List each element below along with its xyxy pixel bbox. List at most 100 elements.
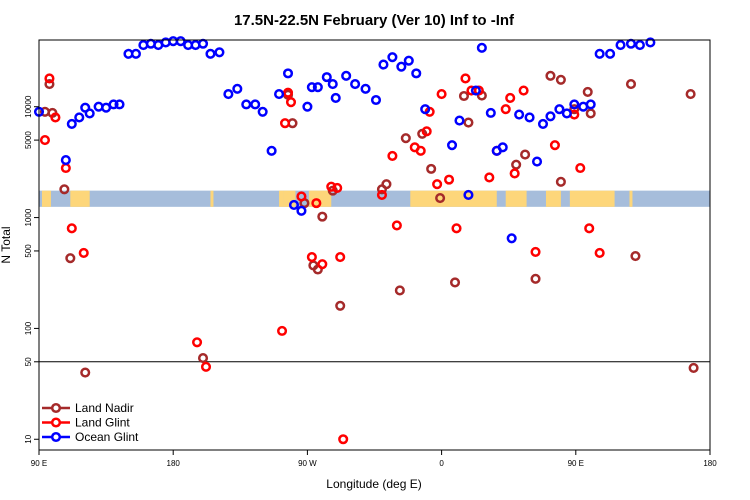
data-point (317, 211, 328, 222)
data-point (257, 106, 268, 117)
data-point (435, 193, 446, 204)
data-point (421, 126, 432, 137)
data-point (463, 117, 474, 128)
land-band-segment (210, 190, 214, 207)
data-point (335, 252, 346, 263)
data-point (327, 79, 338, 90)
x-tick-label: 180 (703, 459, 717, 468)
data-point (449, 277, 461, 288)
data-point (605, 48, 616, 59)
data-point (530, 273, 541, 284)
x-tick-label: 0 (439, 459, 444, 468)
data-point (460, 73, 471, 84)
y-tick-label: 500 (24, 244, 33, 258)
data-point (232, 83, 243, 94)
data-point (350, 79, 361, 90)
data-point (306, 252, 317, 263)
data-point (645, 37, 656, 48)
land-band-segment (70, 190, 90, 207)
land-band-segment (505, 190, 527, 207)
x-tick-label: 180 (167, 459, 181, 468)
data-point (688, 362, 699, 373)
data-point (50, 112, 61, 123)
data-point (396, 61, 407, 72)
data-point (584, 223, 595, 234)
data-point (360, 83, 371, 94)
y-tick-label: 50 (24, 357, 33, 366)
land-band-segment (279, 190, 284, 207)
data-point (66, 118, 77, 129)
data-point (376, 189, 388, 200)
data-point (426, 163, 437, 174)
data-point (74, 112, 85, 123)
land-band-segment (283, 190, 296, 207)
data-point (470, 85, 481, 96)
data-point (555, 176, 566, 187)
data-point (497, 142, 508, 153)
data-point (387, 150, 398, 161)
plot-area-frame (38, 39, 711, 451)
data-point (330, 92, 341, 104)
data-point (279, 118, 291, 129)
data-point (44, 73, 55, 84)
data-point (60, 155, 71, 166)
data-point (485, 107, 496, 118)
data-point (387, 52, 398, 63)
data-point (296, 205, 307, 216)
data-point (403, 55, 414, 66)
data-point (66, 223, 77, 234)
data-point (511, 159, 522, 170)
data-point (381, 179, 392, 190)
data-point (288, 199, 300, 210)
data-point (108, 99, 119, 110)
data-point (341, 70, 352, 81)
data-point (585, 99, 596, 110)
data-point (317, 259, 328, 270)
data-point (370, 94, 382, 106)
legend-swatch-marker (50, 417, 62, 428)
data-point (545, 111, 556, 122)
data-point (39, 135, 51, 146)
data-point (338, 434, 349, 445)
land-band-segment (569, 190, 615, 207)
data-point (451, 223, 462, 234)
data-point (476, 42, 487, 53)
data-point (531, 156, 543, 167)
legend-swatch-marker (50, 431, 62, 443)
data-point (205, 48, 216, 59)
data-point (555, 74, 566, 85)
data-point (625, 38, 637, 49)
data-point (575, 162, 586, 174)
data-point (446, 140, 458, 151)
x-tick-label: 90 E (568, 459, 584, 468)
data-point (524, 112, 535, 123)
data-point (634, 40, 645, 51)
land-band-segment (308, 190, 332, 207)
data-point (296, 191, 307, 202)
data-point (277, 325, 288, 336)
data-point (274, 89, 285, 100)
data-point (569, 99, 580, 110)
data-point (505, 92, 516, 104)
data-point (44, 79, 55, 90)
chart-title: 17.5N-22.5N February (Ver 10) Inf to -In… (234, 12, 515, 29)
data-point (391, 220, 402, 231)
data-point (378, 59, 389, 70)
data-point (537, 118, 549, 129)
land-band-segment (629, 190, 633, 207)
data-point (554, 104, 565, 115)
data-points (33, 36, 699, 445)
data-point (500, 104, 511, 115)
data-point (78, 247, 89, 258)
data-point (458, 90, 470, 102)
legend-swatch-marker (50, 402, 62, 414)
x-axis-label: Longitude (deg E) (326, 477, 421, 491)
data-point (509, 168, 520, 179)
map-band (39, 190, 710, 207)
data-point (625, 79, 637, 90)
x-axis: 90 E 180 90 W 0 90 E 180 (31, 450, 717, 468)
data-point (400, 133, 411, 144)
data-point (506, 233, 517, 244)
data-point (311, 198, 322, 209)
